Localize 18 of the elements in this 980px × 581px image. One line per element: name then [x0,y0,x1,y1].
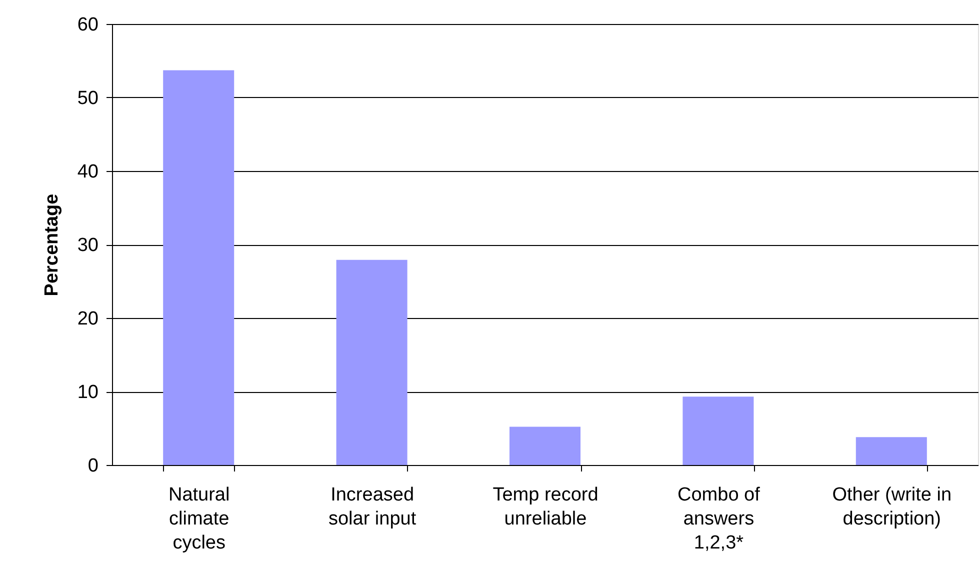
bar [163,70,234,465]
bar [509,426,581,465]
y-tick-label: 20 [77,308,98,330]
x-tick-label: Combo of answers 1,2,3* [678,484,761,554]
y-axis-title: Percentage [41,194,62,296]
y-tick-label: 30 [77,235,98,256]
x-tick-label: Other (write in description) [832,484,952,530]
y-tick-label: 0 [88,456,98,476]
bar [856,437,927,465]
y-tick-label: 60 [77,14,98,36]
x-tick-label: Increased solar input [328,484,417,530]
y-tick-label: 40 [77,162,98,182]
x-tick-label: Temp record unreliable [492,484,598,530]
x-tick-label: Natural climate cycles [168,484,230,554]
bar [682,396,754,465]
y-tick-label: 10 [77,382,98,403]
bar [336,260,408,465]
y-tick-label: 50 [77,88,98,109]
